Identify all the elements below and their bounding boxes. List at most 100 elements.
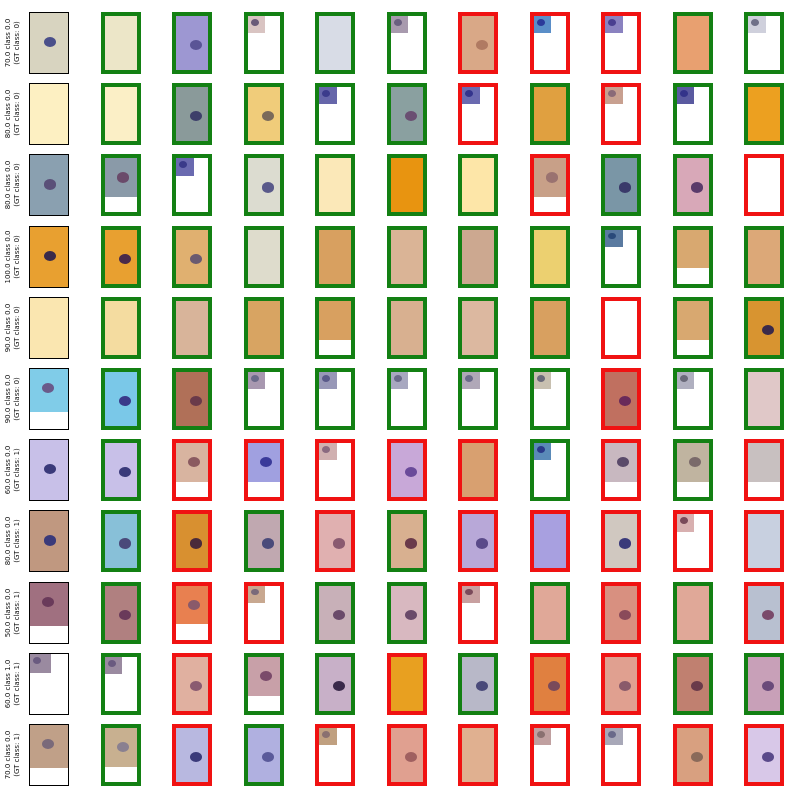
query-image [29,510,69,573]
nucleus-blob [322,375,330,382]
cell-patch [104,300,137,355]
retrieved-image-correct [100,439,141,502]
cell-patch [104,16,137,70]
retrieved-image-incorrect [458,581,498,644]
cell-patch [748,443,780,483]
row-label: 80.0 class 0.0 (GT class: 0) [1,83,25,145]
result-row: 60.0 class 1.0 (GT class: 1) [0,652,797,715]
retrieved-image-correct [386,581,427,644]
retrieved-image-correct [744,296,784,359]
cell-patch [462,158,494,213]
nucleus-blob [107,659,116,667]
nucleus-blob [536,446,545,453]
retrieved-image-incorrect [172,439,212,502]
nucleus-blob [545,172,558,183]
nucleus-blob [679,517,688,525]
retrieved-image-correct [100,724,141,786]
row-label-text: 60.0 class 1.0 (GT class: 1) [4,659,21,709]
retrieved-image-incorrect [458,510,498,573]
retrieved-image-incorrect [744,724,784,786]
nucleus-blob [33,656,41,664]
result-row: 90.0 class 0.0 (GT class: 0) [0,368,797,430]
retrieved-image-incorrect [529,12,570,74]
retrieved-image-incorrect [744,154,784,217]
retrieved-image-correct [672,652,713,715]
cell-patch [462,300,494,355]
cell-patch [390,158,423,213]
retrieved-image-incorrect [172,581,212,644]
row-label-text: 90.0 class 0.0 (GT class: 0) [4,374,21,424]
retrieved-image-correct [100,83,141,146]
cell-patch [748,87,780,142]
cell-patch [676,585,709,640]
nucleus-blob [465,375,473,382]
row-label-text: 80.0 class 0.0 (GT class: 1) [4,517,21,566]
retrieved-image-incorrect [601,439,641,502]
retrieved-image-correct [744,12,784,74]
cell-patch [319,16,351,70]
cell-patch [533,585,566,640]
row-label: 90.0 class 0.0 (GT class: 0) [1,297,25,359]
nucleus-blob [261,752,274,763]
retrieved-image-correct [243,652,284,715]
query-image [29,652,69,715]
cell-patch [676,229,709,269]
nucleus-blob [44,535,56,546]
nucleus-blob [250,588,259,596]
retrieved-image-incorrect [601,581,641,644]
result-row: 80.0 class 0.0 (GT class: 1) [0,510,797,573]
cell-patch [319,158,351,213]
nucleus-blob [762,324,774,335]
retrieved-image-incorrect [172,724,212,786]
nucleus-blob [617,457,629,468]
retrieved-image-correct [672,225,713,288]
nucleus-blob [190,40,202,51]
nucleus-blob [619,396,631,407]
nucleus-blob [261,111,274,122]
retrieved-image-correct [744,652,784,715]
retrieved-image-correct [243,510,284,573]
cell-patch [462,443,494,498]
nucleus-blob [404,467,417,478]
nucleus-blob [536,19,545,26]
nucleus-blob [188,599,200,610]
retrieved-image-correct [386,510,427,573]
nucleus-blob [679,90,688,97]
retrieved-image-incorrect [243,581,284,644]
nucleus-blob [322,731,330,738]
retrieved-image-correct [172,12,212,74]
nucleus-blob [190,253,202,264]
nucleus-blob [190,680,202,691]
nucleus-blob [322,90,330,97]
retrieved-image-incorrect [172,652,212,715]
nucleus-blob [116,172,129,183]
cell-patch [390,229,423,284]
retrieved-image-correct [672,581,713,644]
retrieved-image-correct [172,225,212,288]
nucleus-blob [619,609,631,620]
result-row: 70.0 class 0.0 (GT class: 0) [0,12,797,74]
retrieved-image-incorrect [744,581,784,644]
cell-patch [462,229,494,284]
nucleus-blob [536,375,545,382]
nucleus-blob [333,680,345,691]
retrieved-image-correct [100,368,141,430]
retrieved-image-correct [529,368,570,430]
retrieved-image-correct [172,296,212,359]
nucleus-blob [188,457,200,468]
cell-patch [533,229,566,284]
retrieved-image-correct [529,296,570,359]
cell-patch [533,300,566,355]
retrieved-image-incorrect [529,724,570,786]
nucleus-blob [261,182,274,193]
result-row: 50.0 class 0.0 (GT class: 1) [0,581,797,644]
cell-patch [390,300,423,355]
cell-patch [748,372,780,426]
nucleus-blob [404,752,417,763]
row-label: 60.0 class 1.0 (GT class: 1) [1,653,25,715]
cell-patch [104,87,137,142]
retrieved-image-correct [458,154,498,217]
result-row: 80.0 class 0.0 (GT class: 0) [0,83,797,146]
retrieved-image-incorrect [315,724,355,786]
nucleus-blob [44,179,56,190]
